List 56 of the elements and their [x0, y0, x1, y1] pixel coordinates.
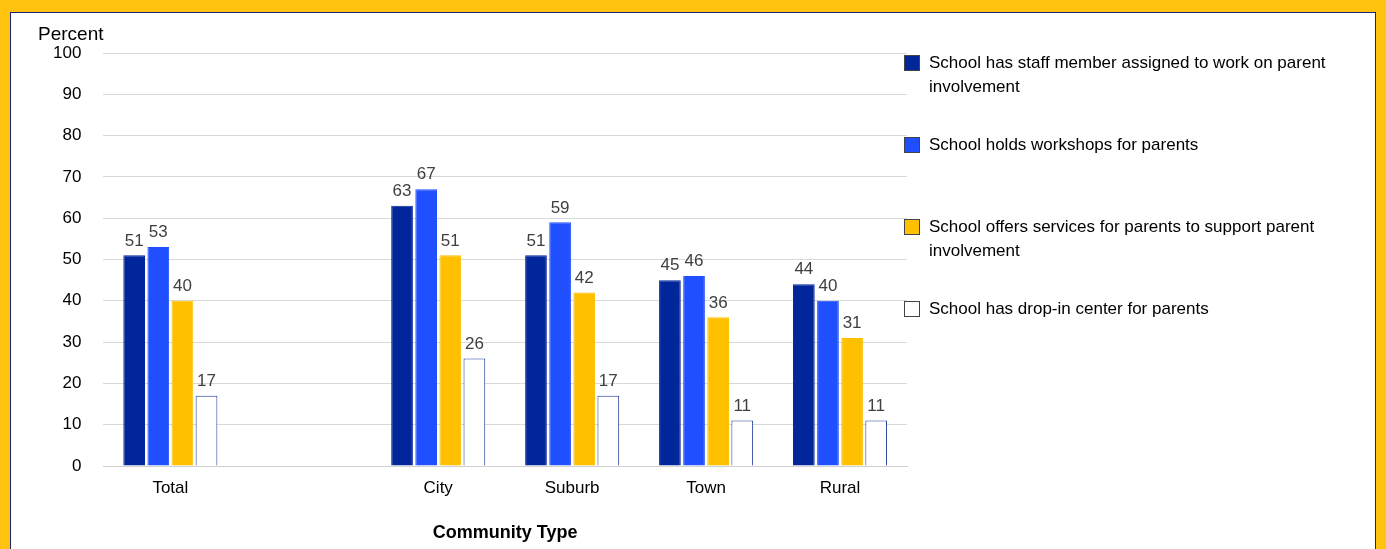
bar — [123, 255, 146, 466]
bar — [391, 205, 413, 466]
y-tick-label: 100 — [52, 42, 82, 62]
bar — [793, 284, 815, 466]
y-tick-label: 70 — [62, 166, 82, 186]
bar — [147, 247, 170, 466]
data-label: 31 — [842, 313, 862, 333]
y-tick-label: 10 — [62, 414, 82, 434]
bar — [549, 222, 571, 466]
bar — [817, 300, 839, 466]
data-label: 26 — [464, 333, 484, 353]
bar — [707, 317, 729, 466]
data-label: 59 — [550, 197, 570, 217]
data-label: 63 — [392, 181, 412, 200]
x-tick-label: Town — [686, 477, 726, 497]
data-label: 40 — [818, 275, 838, 295]
bar — [525, 255, 547, 466]
y-tick-label: 30 — [62, 331, 82, 351]
x-tick-label: Total — [152, 477, 189, 497]
y-tick-label: 60 — [62, 207, 82, 227]
bar — [683, 276, 705, 466]
data-label: 36 — [708, 292, 728, 312]
legend-label: School holds workshops for parents — [929, 134, 1199, 156]
data-label: 17 — [598, 370, 618, 390]
data-label: 46 — [684, 251, 704, 271]
bar — [415, 189, 438, 466]
data-label: 40 — [172, 275, 192, 295]
data-label: 11 — [733, 395, 752, 415]
data-label: 51 — [440, 230, 460, 250]
data-label: 11 — [867, 395, 886, 415]
data-label: 51 — [124, 230, 144, 250]
data-label: 51 — [526, 230, 546, 250]
y-tick-label: 80 — [62, 125, 82, 145]
x-tick-label: City — [423, 477, 454, 497]
data-label: 42 — [574, 267, 594, 287]
data-label: 44 — [794, 259, 814, 279]
x-tick-label: Rural — [819, 477, 861, 497]
text: School has drop-in center for parents — [929, 298, 1209, 320]
x-tick-label: Suburb — [544, 477, 600, 497]
data-label: 45 — [660, 255, 680, 275]
data-label: 67 — [416, 164, 436, 184]
y-axis-title: Percent — [38, 23, 104, 45]
bar — [171, 300, 194, 466]
y-tick-label: 50 — [62, 249, 82, 269]
data-label: 17 — [197, 370, 216, 390]
x-axis-title: Community Type — [432, 522, 578, 543]
bar — [659, 280, 681, 466]
y-tick-label: 40 — [62, 290, 82, 310]
y-tick-label: 0 — [71, 455, 82, 475]
bar — [573, 292, 596, 466]
y-tick-label: 20 — [62, 373, 82, 393]
legend-label: School offers services for parents to support parent involvement — [929, 216, 1316, 262]
y-tick-label: 90 — [62, 83, 82, 103]
data-label: 53 — [148, 222, 168, 242]
bar — [841, 337, 863, 466]
legend-label: School has staff member assigned to work on parent involvement — [929, 52, 1327, 98]
